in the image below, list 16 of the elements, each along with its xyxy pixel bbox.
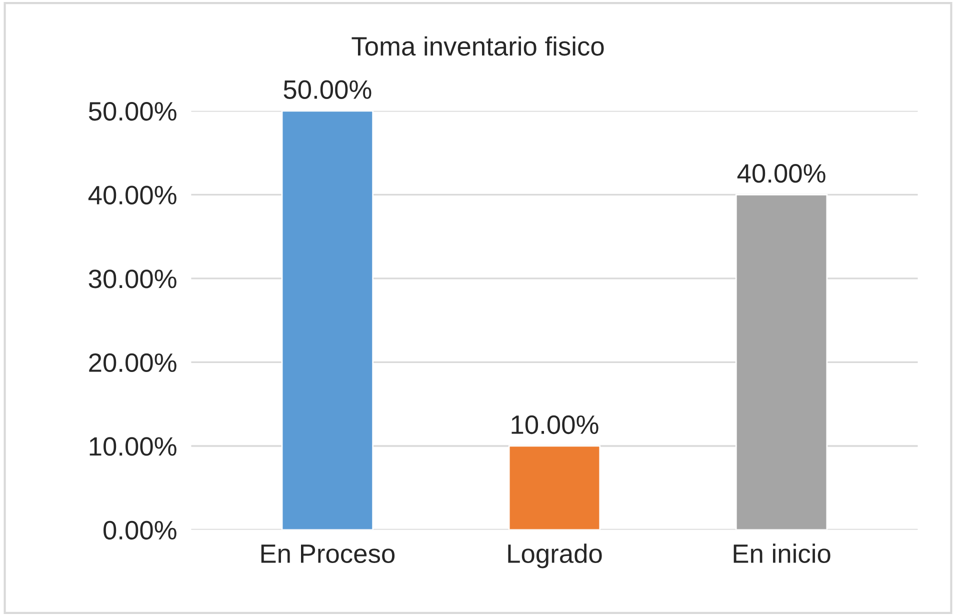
y-tick-label: 30.00% <box>88 270 176 288</box>
y-tick-label: 10.00% <box>90 437 176 456</box>
y-tick-label: 20.00% <box>89 353 176 372</box>
bar <box>281 110 374 530</box>
x-tick-label: En inicio <box>734 544 830 564</box>
chart-title: Toma inventario fisico <box>352 36 604 56</box>
bar <box>735 194 828 530</box>
x-tick-label: Logrado <box>508 544 602 568</box>
data-label: 50.00% <box>284 80 372 99</box>
y-tick-label: 0.00% <box>104 520 176 540</box>
x-tick-label: En Proceso <box>261 544 395 564</box>
data-label: 10.00% <box>512 415 598 434</box>
y-tick-label: 50.00% <box>88 102 176 121</box>
y-tick-label: 40.00% <box>88 186 176 204</box>
data-label: 40.00% <box>737 164 826 183</box>
bar <box>508 445 601 530</box>
